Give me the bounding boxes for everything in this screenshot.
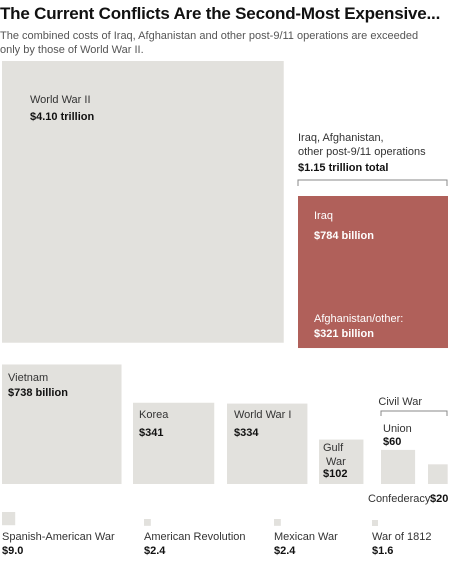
label-union: Union bbox=[383, 423, 412, 435]
label-confederacy: Confederacy bbox=[368, 493, 431, 505]
war-ww2: World War II $4.10 trillion bbox=[2, 61, 284, 343]
war-confederacy: Confederacy $20 bbox=[368, 464, 448, 505]
group-post-911-line-1: Iraq, Afghanistan, bbox=[298, 132, 384, 144]
group-civil-war: Civil War bbox=[378, 396, 448, 416]
value-ww2: $4.10 trillion bbox=[30, 111, 94, 123]
value-confederacy: $20 bbox=[430, 493, 448, 505]
group-civil-war-label: Civil War bbox=[378, 396, 422, 408]
bracket-post-911 bbox=[297, 179, 448, 186]
bar-ww1 bbox=[227, 403, 308, 484]
value-spanish-american: $9.0 bbox=[2, 545, 23, 557]
label-ww2: World War II bbox=[30, 94, 91, 106]
war-iraq: Iraq $784 billion bbox=[298, 196, 448, 306]
war-revolution: American Revolution $2.4 bbox=[144, 519, 246, 557]
bar-iraq bbox=[298, 196, 448, 306]
war-korea: Korea $341 bbox=[133, 402, 215, 484]
value-iraq: $784 billion bbox=[314, 230, 374, 242]
bracket-civil-war bbox=[380, 410, 448, 416]
bar-mexican bbox=[274, 519, 281, 526]
bar-revolution bbox=[144, 519, 151, 526]
bar-union bbox=[381, 449, 416, 484]
war-union: Union$60 bbox=[381, 423, 416, 484]
bar-war1812 bbox=[372, 520, 378, 526]
label-gulf: Gulf War bbox=[323, 442, 346, 468]
bar-korea bbox=[133, 402, 215, 484]
war-war1812: War of 1812 $1.6 bbox=[372, 520, 432, 557]
value-gulf: $102 bbox=[323, 468, 347, 480]
bar-ww2 bbox=[2, 61, 284, 343]
war-vietnam: Vietnam $738 billion bbox=[2, 364, 122, 484]
war-spanish-american: Spanish-American War $9.0 bbox=[2, 512, 115, 557]
war-ww1: World War I $334 bbox=[227, 403, 308, 484]
bar-afghanistan bbox=[298, 303, 448, 349]
label-iraq: Iraq bbox=[314, 210, 333, 222]
war-gulf: Gulf War$102 bbox=[319, 439, 364, 484]
label-spanish-american: Spanish-American War bbox=[2, 531, 115, 543]
war-mexican: Mexican War $2.4 bbox=[274, 519, 338, 557]
label-afghanistan: Afghanistan/other: bbox=[314, 313, 403, 325]
value-mexican: $2.4 bbox=[274, 545, 296, 557]
group-post-911-line-2: other post-9/11 operations bbox=[298, 146, 426, 158]
label-vietnam: Vietnam bbox=[8, 372, 48, 384]
chart-subtitle: The combined costs of Iraq, Afghanistan … bbox=[0, 30, 419, 56]
label-korea: Korea bbox=[139, 409, 169, 421]
group-post-911: Iraq, Afghanistan, other post-9/11 operat… bbox=[297, 132, 448, 186]
value-revolution: $2.4 bbox=[144, 545, 166, 557]
value-korea: $341 bbox=[139, 427, 163, 439]
value-ww1: $334 bbox=[234, 427, 259, 439]
label-war1812: War of 1812 bbox=[372, 531, 432, 543]
value-war1812: $1.6 bbox=[372, 545, 393, 557]
value-union: $60 bbox=[383, 436, 401, 448]
label-revolution: American Revolution bbox=[144, 531, 246, 543]
value-afghanistan: $321 billion bbox=[314, 328, 374, 340]
bar-gulf bbox=[319, 439, 364, 484]
war-afghanistan: Afghanistan/other: $321 billion bbox=[298, 303, 448, 349]
value-vietnam: $738 billion bbox=[8, 387, 68, 399]
bar-confederacy bbox=[428, 464, 448, 484]
group-post-911-total: $1.15 trillion total bbox=[298, 162, 388, 174]
chart-title: The Current Conflicts Are the Second-Mos… bbox=[0, 4, 441, 23]
label-ww1: World War I bbox=[234, 409, 291, 421]
label-mexican: Mexican War bbox=[274, 531, 338, 543]
bar-spanish-american bbox=[2, 512, 16, 526]
bar-vietnam bbox=[2, 364, 122, 484]
